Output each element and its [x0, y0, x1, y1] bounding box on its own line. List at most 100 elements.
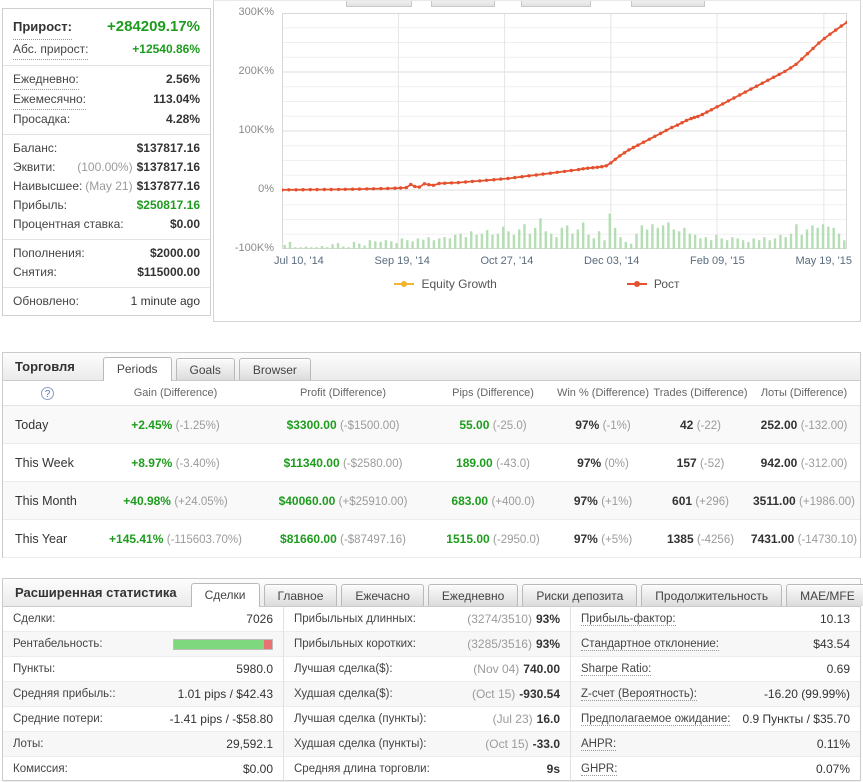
summary-row-abs-gain: Абс. прирост: +12540.86%	[13, 40, 200, 60]
period-name: This Year	[15, 531, 68, 546]
tab-duration[interactable]: Продолжительность	[641, 584, 783, 606]
stat-ghpr: GHPR: 0.07%	[571, 757, 860, 782]
stats-columns: Сделки: 7026 Рентабельность: Пункты: 5980.…	[3, 607, 860, 782]
column-header-lots: Лоты (Difference)	[760, 387, 848, 399]
ahpr-label[interactable]: AHPR:	[581, 737, 617, 751]
stats-title: Расширенная статистика	[15, 585, 177, 600]
tab-trades[interactable]: Сделки	[190, 583, 260, 607]
stats-col-1: Сделки: 7026 Рентабельность: Пункты: 5980.…	[3, 607, 283, 782]
z-score-label[interactable]: Z-счет (Вероятность):	[581, 687, 697, 701]
stats-col-3: Прибыль-фактор: 10.13 Стандартное отклон…	[570, 607, 860, 782]
stat-longs-won: Прибыльных длинных: (3274/3510) 93%	[284, 607, 570, 632]
stat-z-score: Z-счет (Вероятность): -16.20 (99.99%)	[571, 682, 860, 707]
legend-label: Equity Growth	[421, 277, 497, 291]
divider	[3, 134, 210, 135]
divider	[3, 287, 210, 288]
deposits-label: Пополнения:	[13, 246, 85, 260]
stat-trades: Сделки: 7026	[3, 607, 283, 632]
growth-line-chart	[282, 13, 847, 249]
period-name: This Month	[15, 493, 77, 508]
period-name: This Week	[15, 455, 74, 470]
tracking-link[interactable]: Отслеживание:	[13, 311, 98, 315]
stat-worst-trade-usd: Худшая сделка($): (Oct 15) -930.54	[284, 682, 570, 707]
tab-mae-mfe[interactable]: MAE/MFE	[786, 584, 863, 606]
summary-row-balance: Баланс: $137817.16	[13, 139, 200, 158]
column-header-gain: Gain (Difference)	[133, 387, 218, 399]
stat-avg-trade-length: Средняя длина торговли: 9s	[284, 757, 570, 782]
summary-row-profit: Прибыль: $250817.16	[13, 196, 200, 215]
highest-label: Наивысшее:	[13, 179, 83, 193]
legend-item-equity-growth[interactable]: Equity Growth	[394, 277, 497, 291]
gain-label[interactable]: Прирост:	[13, 15, 72, 40]
tab-general[interactable]: Главное	[263, 584, 338, 606]
summary-row-highest: Наивысшее: (May 21) $137877.16	[13, 177, 200, 196]
periods-table-header: ? Gain (Difference) Profit (Difference) …	[3, 381, 860, 406]
profit-factor-label[interactable]: Прибыль-фактор:	[581, 612, 676, 626]
ghpr-label[interactable]: GHPR:	[581, 762, 618, 776]
summary-row-daily: Ежедневно: 2.56%	[13, 70, 200, 90]
x-axis-tick: Feb 09, '15	[690, 255, 745, 267]
column-header-profit: Profit (Difference)	[300, 387, 386, 399]
std-deviation-label[interactable]: Стандартное отклонение:	[581, 637, 719, 651]
abs-gain-label[interactable]: Абс. прирост:	[13, 40, 89, 60]
summary-row-deposits: Пополнения: $2000.00	[13, 244, 200, 263]
equity-value: (100.00%) $137817.16	[77, 160, 200, 174]
updated-value: 1 minute ago	[130, 294, 200, 308]
tab-browser[interactable]: Browser	[238, 358, 311, 380]
sharpe-ratio-label[interactable]: Sharpe Ratio:	[581, 662, 652, 676]
equity-growth-marker-icon	[394, 281, 415, 287]
daily-label[interactable]: Ежедневно:	[13, 70, 79, 90]
table-row-today: Today +2.45% (-1.25%) $3300.00 (-$1500.0…	[3, 406, 860, 444]
column-header-trades: Trades (Difference)	[653, 387, 748, 399]
plot-area[interactable]	[282, 13, 847, 249]
divider	[3, 239, 210, 240]
x-axis-tick: Dec 03, '14	[584, 255, 640, 267]
growth-marker-icon	[626, 281, 647, 287]
stat-best-trade-usd: Лучшая сделка($): (Nov 04) 740.00	[284, 657, 570, 682]
legend-item-growth[interactable]: Рост	[626, 277, 680, 291]
tab-hourly[interactable]: Ежечасно	[341, 584, 424, 606]
column-header-pips: Pips (Difference)	[452, 387, 534, 399]
monthly-label[interactable]: Ежемесячно:	[13, 90, 87, 110]
stat-sharpe-ratio: Sharpe Ratio: 0.69	[571, 657, 860, 682]
profit-label: Прибыль:	[13, 198, 68, 212]
periods-header: Торговля Periods Goals Browser	[3, 353, 860, 381]
drawdown-value: 4.28%	[165, 112, 200, 126]
highest-note: (May 21)	[85, 179, 133, 193]
advanced-stats-section: Расширенная статистика Сделки Главное Еж…	[2, 578, 863, 782]
tracking-value: 53	[187, 311, 200, 315]
x-axis-tick: Sep 19, '14	[374, 255, 430, 267]
highest-value: (May 21) $137877.16	[85, 179, 200, 193]
periods-section: Торговля Periods Goals Browser ? Gain (D…	[2, 352, 861, 558]
y-axis-tick: -100K%	[234, 242, 274, 254]
y-axis-tick: 200K%	[238, 65, 274, 77]
y-axis-tick: 300K%	[238, 6, 274, 18]
summary-row-monthly: Ежемесячно: 113.04%	[13, 90, 200, 110]
stat-profit-factor: Прибыль-фактор: 10.13	[571, 607, 860, 632]
period-name: Today	[15, 417, 49, 432]
tab-deposit-risks[interactable]: Риски депозита	[522, 584, 638, 606]
summary-row-gain: Прирост: +284209.17%	[13, 15, 200, 40]
daily-value: 2.56%	[165, 72, 200, 86]
tab-goals[interactable]: Goals	[175, 358, 235, 380]
deposits-value: $2000.00	[149, 246, 200, 260]
tab-periods[interactable]: Periods	[102, 357, 172, 381]
expectancy-label[interactable]: Предполагаемое ожидание:	[581, 712, 731, 726]
legend-label: Рост	[653, 277, 680, 291]
stats-tabs: Сделки Главное Ежечасно Ежедневно Риски …	[190, 579, 863, 607]
withdrawals-label: Снятия:	[13, 265, 57, 279]
summary-row-equity: Эквити: (100.00%) $137817.16	[13, 158, 200, 177]
help-icon[interactable]: ?	[41, 387, 54, 400]
profit-value: $250817.16	[136, 198, 200, 212]
tab-daily[interactable]: Ежедневно	[427, 584, 519, 606]
interest-value: $0.00	[169, 217, 200, 231]
divider	[3, 65, 210, 66]
table-row-this-year: This Year +145.41% (-115603.70%) $81660.…	[3, 520, 860, 558]
abs-gain-value: +12540.86%	[132, 42, 200, 56]
periods-tabs: Periods Goals Browser	[102, 353, 315, 381]
growth-chart-panel: 300K% 200K% 100K% 0% -100K% Jul 10, '14 …	[213, 0, 861, 322]
stat-ahpr: AHPR: 0.11%	[571, 732, 860, 757]
chart-legend: Equity Growth Рост	[214, 277, 860, 291]
interest-label: Процентная ставка:	[13, 217, 124, 231]
stat-best-trade-pips: Лучшая сделка (пункты): (Jul 23) 16.0	[284, 707, 570, 732]
